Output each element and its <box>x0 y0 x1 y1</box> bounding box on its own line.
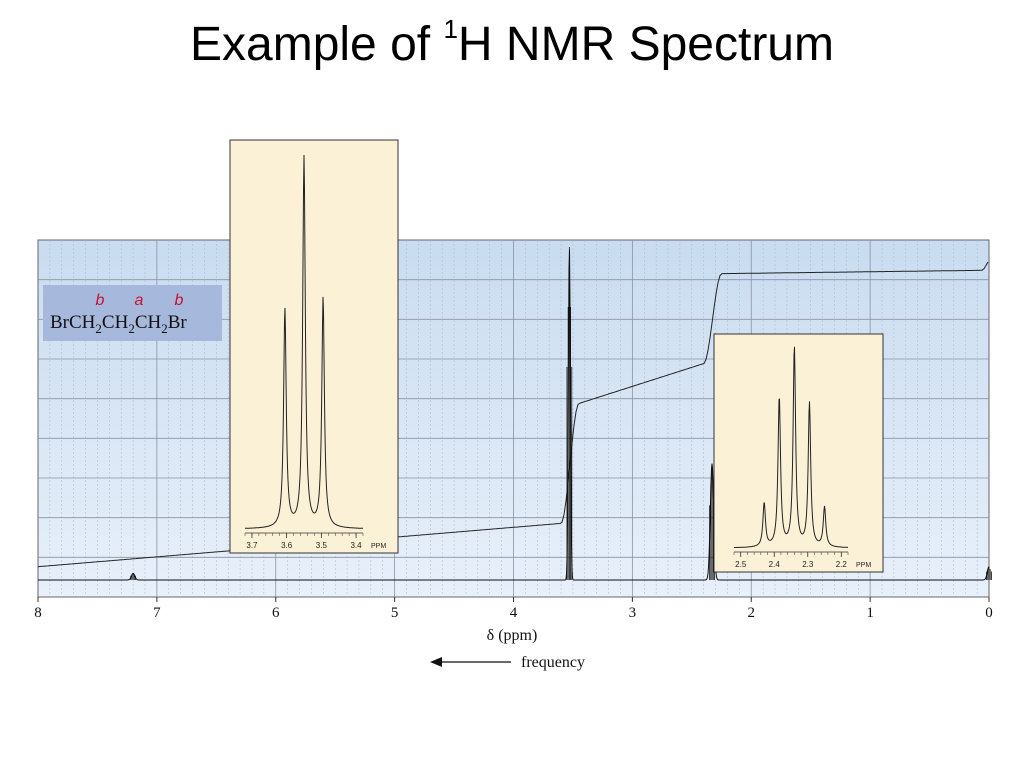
inset-box <box>713 333 884 573</box>
x-tick-label: 2 <box>748 605 756 621</box>
x-tick-label: 6 <box>272 605 280 621</box>
x-tick-label: 1 <box>866 605 874 621</box>
title-text: Example of <box>190 18 444 71</box>
inset-trace <box>734 346 848 548</box>
formula-subscript: 2 <box>95 321 102 336</box>
proton-label-b: b <box>96 292 105 309</box>
inset-tick-label: 3.5 <box>316 541 328 550</box>
integral-curve <box>37 261 989 568</box>
x-axis-label: δ (ppm) <box>487 627 538 644</box>
x-tick-label: 7 <box>153 605 161 621</box>
spectrum-trace <box>38 249 990 581</box>
inset-tick-label: 3.6 <box>281 541 293 550</box>
formula-part: CH <box>135 312 162 333</box>
inset-tick-label: 2.4 <box>769 560 781 569</box>
frequency-arrow-head <box>430 657 442 667</box>
inset-tick-label: 2.5 <box>735 560 747 569</box>
formula-part: Br <box>168 312 188 333</box>
formula-subscript: 2 <box>128 321 135 336</box>
inset-tick-label: 2.2 <box>836 560 848 569</box>
molecule-formula: BrCH2CH2CH2Br <box>50 312 187 336</box>
x-tick-label: 4 <box>510 605 518 621</box>
x-tick-label: 8 <box>34 605 42 621</box>
frequency-label: frequency <box>521 654 585 671</box>
proton-label-b: b <box>175 292 184 309</box>
formula-part: CH <box>102 312 129 333</box>
inset-unit-label: PPM <box>371 543 386 550</box>
proton-label-a: a <box>135 292 144 309</box>
title-text-end: H NMR Spectrum <box>457 18 834 71</box>
formula-subscript: 2 <box>161 321 168 336</box>
inset-tick-label: 2.3 <box>802 560 814 569</box>
formula-part: BrCH <box>50 312 96 333</box>
inset-unit-label: PPM <box>856 562 871 569</box>
slide-title: Example of 1H NMR Spectrum <box>0 14 1024 72</box>
inset-tick-label: 3.7 <box>246 541 258 550</box>
inset-trace <box>245 154 363 529</box>
molecule-box <box>43 285 222 341</box>
x-tick-label: 3 <box>629 605 637 621</box>
x-tick-label: 0 <box>985 605 993 621</box>
title-superscript: 1 <box>443 14 458 44</box>
x-tick-label: 5 <box>391 605 399 621</box>
inset-tick-label: 3.4 <box>350 541 362 550</box>
inset-box <box>229 139 399 554</box>
